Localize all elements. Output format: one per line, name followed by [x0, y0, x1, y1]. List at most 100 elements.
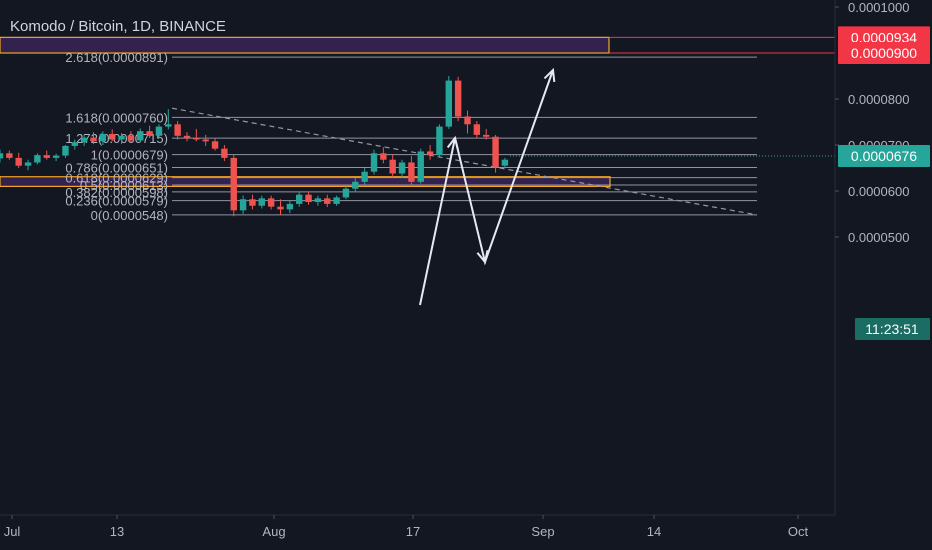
- x-tick-label: Oct: [788, 524, 809, 539]
- candle: [239, 195, 247, 214]
- candle: [109, 129, 116, 142]
- chart-title: Komodo / Bitcoin, 1D, BINANCE: [10, 18, 226, 35]
- candle-body: [43, 155, 50, 158]
- x-tick-label: 17: [406, 524, 420, 539]
- candle: [361, 168, 368, 185]
- projection-path: [419, 69, 554, 306]
- fib-level-label: 0.5(0.0000613): [80, 178, 168, 193]
- arrow-head-up-2: [543, 67, 556, 83]
- candle-body: [137, 131, 144, 141]
- candle-body: [473, 124, 481, 135]
- candle: [267, 195, 275, 210]
- candle: [146, 125, 153, 139]
- candle: [380, 147, 387, 164]
- candle-body: [239, 199, 247, 211]
- candle: [454, 76, 462, 122]
- price-label: 0.0000900: [838, 42, 930, 64]
- x-tick-label: Jul: [4, 524, 21, 539]
- dashed-trend-line: [171, 107, 758, 216]
- candle-body: [267, 198, 275, 207]
- candle: [99, 131, 107, 145]
- trend-lines[interactable]: [171, 36, 835, 216]
- x-tick-label: 14: [647, 524, 661, 539]
- candle: [221, 145, 228, 162]
- candle: [174, 121, 181, 140]
- candle-body: [445, 80, 452, 127]
- candle-body: [361, 171, 368, 182]
- y-tick-label: 0.0000800: [848, 92, 909, 107]
- candle: [296, 191, 303, 207]
- y-tick-label: 0.0000600: [848, 184, 909, 199]
- candles: [0, 76, 509, 217]
- candle: [6, 150, 13, 160]
- candle: [333, 195, 340, 206]
- candle: [137, 128, 144, 143]
- candle-body: [34, 155, 41, 163]
- candle-body: [165, 124, 172, 127]
- candle: [305, 191, 312, 205]
- candle-body: [183, 135, 191, 139]
- candle-body: [249, 199, 256, 206]
- candle: [62, 145, 69, 158]
- arrow-head-up-1: [446, 135, 459, 150]
- candle: [352, 178, 359, 192]
- candle-body: [342, 188, 350, 198]
- fib-level-label: 2.618(0.0000891): [65, 50, 168, 65]
- candle: [492, 134, 499, 173]
- candle: [258, 195, 265, 209]
- candle-body: [90, 137, 97, 142]
- candle: [389, 154, 396, 178]
- candle: [211, 138, 219, 151]
- candle: [436, 124, 443, 158]
- candle: [483, 128, 490, 140]
- fib-level-label: 0.618(0.0000629): [65, 171, 168, 186]
- candle: [324, 194, 331, 208]
- candle-body: [380, 153, 387, 160]
- fib-level-label: 0.236(0.0000579): [65, 194, 168, 209]
- candle: [155, 124, 163, 139]
- candle: [464, 110, 471, 134]
- candle-body: [6, 153, 13, 158]
- candle: [202, 134, 209, 146]
- candle-body: [258, 198, 265, 206]
- candle-body: [277, 206, 284, 210]
- fib-level-label: 0(0.0000548): [91, 208, 168, 223]
- candle-body: [389, 159, 396, 174]
- candle-body: [80, 137, 88, 143]
- candle: [52, 153, 60, 162]
- candle-body: [52, 155, 60, 158]
- candle-body: [417, 151, 424, 182]
- price-label-bg: [838, 145, 930, 168]
- price-label: 11:23:51: [855, 318, 930, 340]
- candle-body: [71, 142, 78, 146]
- candle: [193, 128, 200, 142]
- candle-body: [333, 197, 340, 204]
- fib-level-label: 0.786(0.0000651): [65, 161, 168, 176]
- candle: [473, 121, 481, 139]
- price-label-bg: [855, 318, 930, 340]
- candle: [127, 131, 135, 143]
- fib-retracement[interactable]: 2.618(0.0000891)1.618(0.0000760)1.272(0.…: [65, 50, 757, 223]
- candle: [34, 153, 41, 165]
- candle: [277, 199, 284, 215]
- candle-body: [398, 162, 406, 174]
- candle: [408, 156, 415, 187]
- candle: [342, 185, 350, 200]
- candle: [398, 159, 406, 178]
- candle: [445, 76, 452, 129]
- zones: [0, 36, 611, 188]
- fib-level-label: 1(0.0000679): [91, 148, 168, 163]
- candle-body: [193, 138, 200, 140]
- candle-body: [174, 124, 181, 136]
- candle: [314, 195, 322, 206]
- candle: [15, 152, 22, 168]
- candle-body: [492, 136, 499, 168]
- candle-body: [296, 194, 303, 204]
- arrows[interactable]: [419, 67, 556, 306]
- candle-body: [501, 159, 509, 166]
- candle-body: [305, 194, 312, 203]
- x-tick-label: 13: [110, 524, 124, 539]
- candle-body: [155, 126, 163, 136]
